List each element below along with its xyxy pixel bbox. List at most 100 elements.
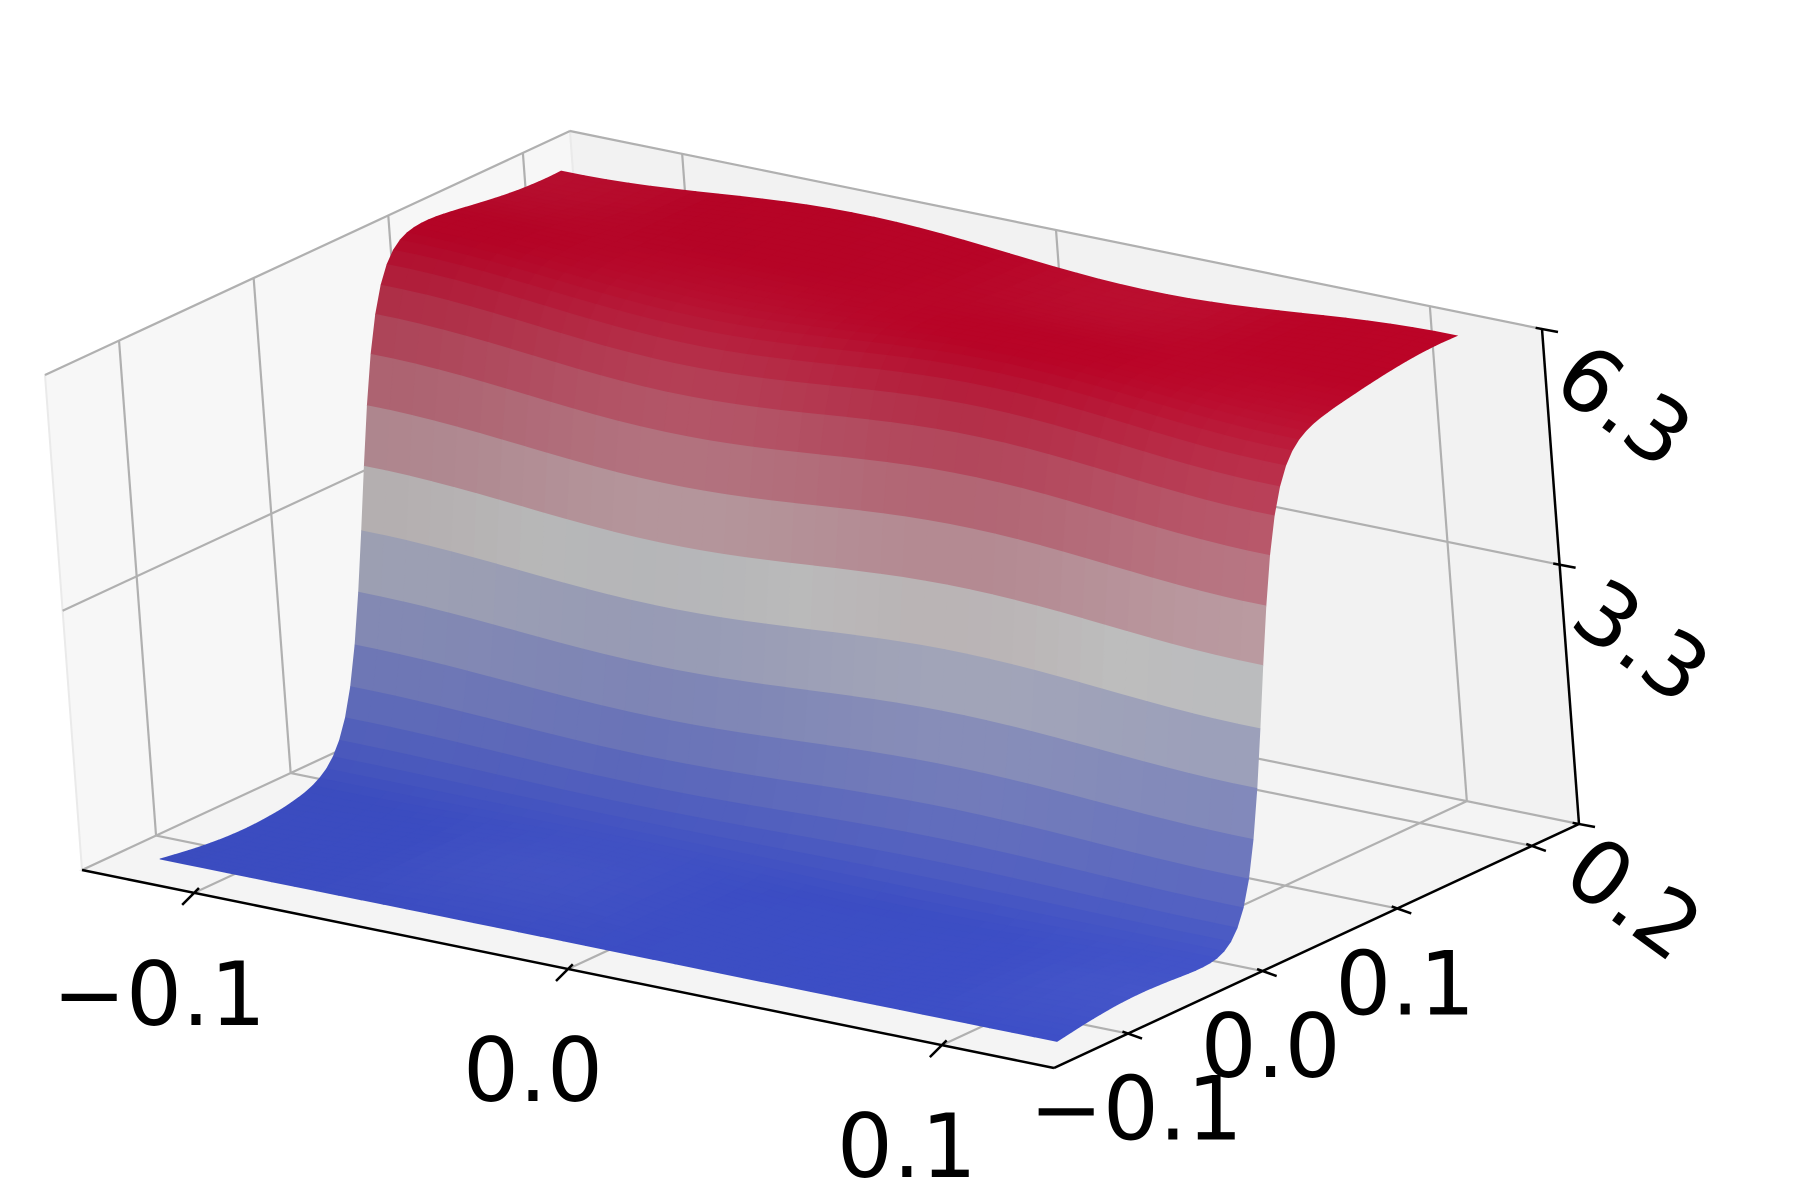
- surface-patch-1201: [691, 673, 719, 730]
- surface-patch-1357: [960, 715, 988, 774]
- tick-marks: [181, 326, 1596, 1059]
- surface-patch-1331: [915, 706, 943, 765]
- surface-patch-1301: [1152, 526, 1181, 586]
- y-tick-0: [1122, 1030, 1143, 1040]
- grid-x-back-2: [1428, 306, 1468, 802]
- surface-patch-976: [592, 414, 620, 473]
- surface-patch-1473: [1234, 723, 1261, 789]
- surface-patch-1291: [918, 645, 946, 712]
- surface-patch-1200: [762, 623, 789, 688]
- surface-patch-1175: [647, 664, 675, 722]
- surface-patch-1395: [1098, 688, 1126, 757]
- surface-patch-1227: [736, 680, 764, 737]
- surface-patch-1097: [512, 630, 540, 690]
- surface-patch-1108: [676, 546, 703, 615]
- surface-patch-979: [380, 534, 407, 603]
- surface-patch-1329: [1056, 611, 1084, 684]
- y-tick-2: [1391, 905, 1412, 915]
- surface-patch-952: [406, 475, 433, 547]
- surface-patch-898: [456, 375, 485, 434]
- surface-patch-1199: [832, 568, 859, 636]
- surface-patch-1018: [448, 551, 475, 620]
- surface-patch-1041: [704, 440, 732, 496]
- surface-patch-1095: [653, 541, 681, 611]
- surface-patch-1070: [538, 576, 565, 644]
- surface-patch-939: [383, 470, 410, 541]
- surface-patch-1408: [1121, 694, 1148, 763]
- surface-patch-1096: [583, 588, 610, 656]
- surface-patch-1030: [541, 512, 568, 584]
- surface-patch-1448: [1117, 755, 1145, 814]
- surface-patch-1393: [1239, 600, 1267, 667]
- surface-patch-1279: [825, 692, 853, 750]
- surface-patch-1184: [950, 472, 978, 530]
- surface-patch-1238: [899, 576, 926, 646]
- surface-patch-1149: [602, 654, 630, 712]
- surface-patch-1120: [768, 500, 795, 564]
- surface-patch-1004: [496, 499, 523, 572]
- surface-patch-1214: [714, 677, 742, 733]
- x-tick-1: [555, 963, 574, 982]
- surface-patch-1253: [781, 686, 809, 743]
- surface-patch-1029: [611, 471, 639, 538]
- surface-patch-1237: [969, 528, 996, 596]
- surface-patch-1019: [377, 596, 404, 656]
- surface-patch-990: [544, 452, 571, 521]
- surface-patch-1224: [947, 524, 974, 591]
- surface-patch-1292: [848, 695, 876, 753]
- surface-patch-1354: [1172, 584, 1199, 651]
- surface-patch-1340: [1220, 545, 1248, 602]
- surface-patch-1003: [566, 459, 594, 527]
- surface-patch-950: [547, 401, 575, 461]
- surface-patch-1159: [835, 507, 862, 572]
- x-tick-0: [181, 887, 200, 906]
- surface-patch-1148: [673, 609, 700, 675]
- x-tick-label-0: −0.1: [52, 943, 266, 1046]
- surface-patch-1042: [634, 477, 661, 543]
- surface-patch-1460: [1211, 718, 1238, 785]
- surface-patch-1313: [1246, 510, 1275, 556]
- surface-patch-1069: [608, 531, 636, 601]
- z-axis-line: [1540, 328, 1581, 825]
- surface-patch-1275: [1107, 513, 1135, 573]
- surface-patch-1317: [963, 653, 991, 722]
- y-tick-label-3: 0.2: [1547, 816, 1721, 982]
- surface-patch-911: [479, 381, 507, 441]
- surface-patch-1068: [679, 486, 706, 552]
- surface-patch-1262: [1085, 506, 1113, 566]
- surface-patch-1123: [557, 642, 585, 701]
- y-tick-1: [1256, 967, 1278, 978]
- surface-patch-937: [524, 395, 552, 454]
- surface-patch-1249: [1062, 500, 1090, 559]
- surface-patch-1236: [1040, 493, 1068, 553]
- surface-patch-1109: [605, 594, 633, 661]
- surface-patch-1367: [1194, 590, 1222, 657]
- surface-patch-1302: [1082, 557, 1109, 626]
- surface-patch-1328: [1127, 571, 1154, 639]
- surface-patch-1198: [902, 516, 929, 582]
- surface-patch-1304: [941, 649, 968, 717]
- y-axis-line: [1053, 822, 1580, 1070]
- surface-patch-885: [434, 369, 462, 428]
- surface-patch-1434: [1166, 707, 1194, 775]
- surface-patch-1016: [589, 465, 616, 533]
- x-tick-label-1: 0.0: [463, 1019, 603, 1122]
- surface-patch-1303: [1011, 599, 1038, 671]
- surface-patch-1330: [986, 658, 1013, 727]
- grid-y-left-1: [252, 277, 292, 774]
- grid-z-left-2: [44, 130, 571, 376]
- surface-patch-1058: [444, 612, 472, 672]
- surface-patch-1343: [1008, 664, 1036, 733]
- surface-patch-1251: [921, 580, 948, 651]
- surface-patch-1422: [1072, 742, 1100, 803]
- surface-patch-1162: [624, 659, 652, 717]
- surface-patch-886: [363, 405, 391, 472]
- surface-patch-1353: [1242, 550, 1271, 607]
- surface-patch-1263: [1014, 539, 1041, 607]
- surface-patch-1082: [631, 536, 658, 606]
- surface-patch-1370: [982, 720, 1010, 779]
- surface-patch-1171: [927, 468, 955, 525]
- surface-patch-1043: [563, 519, 591, 590]
- surface-patch-1132: [860, 459, 888, 515]
- surface-patch-1461: [1140, 761, 1168, 820]
